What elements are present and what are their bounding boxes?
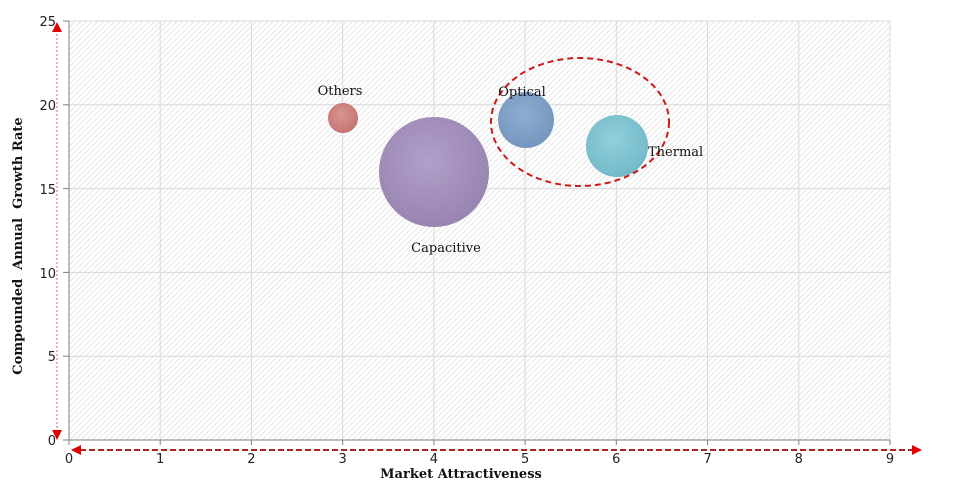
y-tick: 10 [39, 267, 56, 282]
grid [69, 20, 891, 440]
x-tick: 7 [703, 452, 711, 467]
y-tick: 20 [39, 99, 56, 114]
x-tick: 1 [156, 452, 164, 467]
label-optical: Optical [498, 85, 546, 100]
x-tick-labels: 0 1 2 3 4 5 6 7 8 9 [65, 452, 894, 467]
y-tick: 15 [39, 183, 56, 198]
x-tick: 4 [430, 452, 438, 467]
label-others: Others [318, 84, 363, 99]
x-tick: 5 [521, 452, 529, 467]
arrow-down-icon [52, 430, 62, 440]
x-tick: 0 [65, 452, 73, 467]
x-axis-arrow [71, 445, 922, 455]
y-tick-labels: 25 20 15 10 5 0 [39, 15, 56, 449]
highlight-ellipse [490, 57, 670, 187]
label-thermal: Thermal [648, 145, 703, 160]
y-axis-title: Compounded Annual Growth Rate [11, 117, 26, 374]
y-tick: 0 [48, 434, 56, 449]
axes [63, 20, 891, 445]
bubble-labels: Others Capacitive Optical Thermal [318, 84, 704, 256]
y-tick: 25 [39, 15, 56, 30]
bubbles [328, 92, 648, 227]
y-tick: 5 [48, 350, 56, 365]
arrow-right-icon [912, 445, 922, 455]
label-capacitive: Capacitive [411, 241, 481, 256]
x-tick: 3 [339, 452, 347, 467]
arrow-left-icon [71, 445, 81, 455]
arrow-up-icon [52, 22, 62, 32]
x-tick: 6 [612, 452, 620, 467]
x-tick: 2 [247, 452, 255, 467]
x-tick: 9 [886, 452, 894, 467]
y-axis-arrow [52, 22, 62, 440]
plot-area [69, 21, 890, 440]
x-axis-title: Market Attractiveness [380, 467, 542, 482]
x-tick: 8 [795, 452, 803, 467]
